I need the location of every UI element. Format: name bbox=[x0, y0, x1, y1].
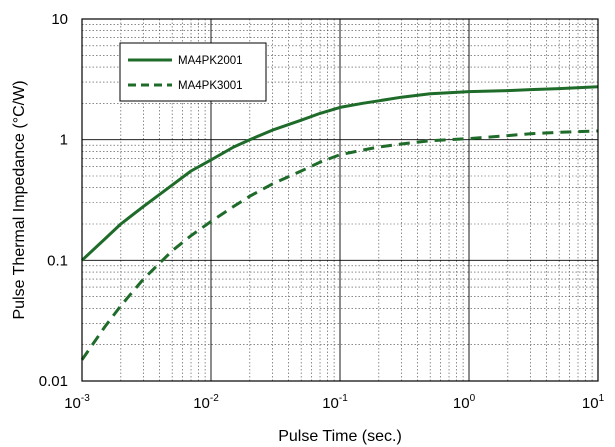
x-tick-label: 101 bbox=[582, 393, 605, 412]
x-tick-labels: 10-3 10-2 10-1 100 101 bbox=[64, 393, 604, 412]
y-axis-title: Pulse Thermal Impedance (°C/W) bbox=[11, 80, 28, 319]
x-tick-label: 100 bbox=[453, 393, 476, 412]
legend-box bbox=[119, 42, 267, 102]
legend: MA4PK2001 MA4PK3001 bbox=[119, 42, 267, 102]
grid bbox=[82, 19, 598, 381]
series-line-ma4pk2001 bbox=[80, 85, 599, 262]
legend-label-ma4pk2001: MA4PK2001 bbox=[178, 55, 243, 67]
plot-frame bbox=[81, 18, 599, 382]
x-tick-label: 10-2 bbox=[193, 393, 219, 412]
series-line-ma4pk3001 bbox=[80, 129, 599, 361]
x-axis-title: Pulse Time (sec.) bbox=[278, 428, 402, 445]
legend-label-ma4pk3001: MA4PK3001 bbox=[178, 80, 243, 92]
y-tick-label: 10 bbox=[51, 11, 68, 28]
y-tick-label: 0.01 bbox=[39, 373, 68, 390]
series-lines bbox=[80, 85, 599, 361]
y-tick-labels: 0.01 0.1 1 10 bbox=[39, 11, 68, 390]
x-tick-label: 10-3 bbox=[64, 393, 90, 412]
y-tick-label: 1 bbox=[60, 132, 68, 149]
y-tick-label: 0.1 bbox=[47, 252, 68, 269]
x-tick-label: 10-1 bbox=[322, 393, 348, 412]
